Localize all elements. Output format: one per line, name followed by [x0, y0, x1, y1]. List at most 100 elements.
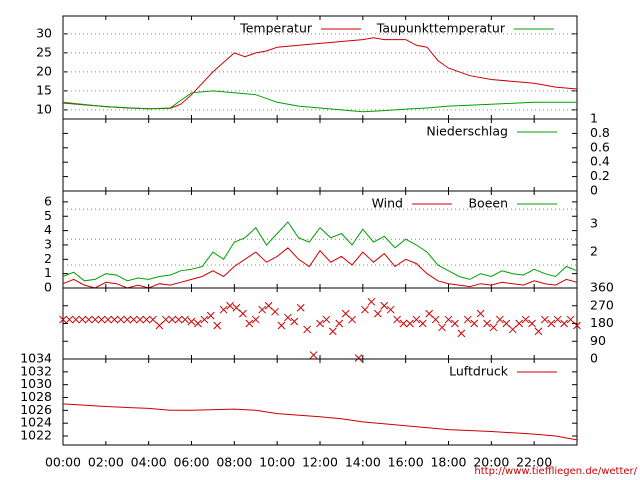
- y-tick-label: 4: [44, 222, 52, 237]
- y-tick-label: 1: [44, 265, 52, 280]
- y2-tick-label: 3: [590, 216, 598, 231]
- x-tick-label: 10:00: [259, 455, 295, 470]
- y-tick-label: 1026: [20, 402, 52, 417]
- direction-point: [566, 315, 575, 324]
- direction-point: [335, 319, 344, 328]
- direction-point: [290, 317, 299, 326]
- direction-point: [528, 319, 536, 328]
- direction-point: [181, 315, 189, 324]
- direction-point: [502, 319, 511, 328]
- y-tick-label: 2: [44, 251, 52, 266]
- y-tick-label: 1034: [20, 351, 52, 366]
- y-tick-label: 20: [36, 63, 52, 78]
- y-tick-label: 6: [44, 193, 52, 208]
- direction-point: [155, 321, 164, 330]
- x-tick-label: 02:00: [88, 455, 124, 470]
- direction-point: [489, 323, 498, 332]
- direction-point: [78, 315, 87, 324]
- y-tick-label: 0.6: [590, 139, 610, 154]
- direction-point: [194, 319, 202, 328]
- direction-point: [541, 315, 549, 324]
- direction-point: [104, 315, 112, 324]
- direction-point: [309, 351, 318, 359]
- legend-label: Taupunkttemperatur: [376, 21, 506, 36]
- direction-point: [393, 315, 401, 324]
- x-tick-label: 18:00: [430, 455, 466, 470]
- direction-point: [123, 315, 132, 324]
- direction-point: [508, 325, 517, 334]
- legend-label: Luftdruck: [449, 364, 509, 379]
- direction-point: [91, 315, 99, 324]
- direction-point: [418, 319, 427, 328]
- direction-point: [149, 315, 157, 324]
- direction-point: [470, 319, 479, 328]
- series-line: [62, 90, 577, 113]
- direction-point: [59, 315, 67, 324]
- direction-point: [547, 319, 556, 328]
- x-tick-label: 16:00: [388, 455, 424, 470]
- direction-point: [476, 309, 485, 318]
- direction-point: [534, 327, 543, 336]
- direction-point: [438, 323, 446, 332]
- x-tick-label: 12:00: [302, 455, 338, 470]
- y-tick-label: 1024: [20, 415, 52, 430]
- series-line: [62, 247, 578, 289]
- legend-label: Boeen: [468, 196, 508, 211]
- direction-point: [328, 327, 337, 336]
- y-tick-label: 0: [590, 183, 598, 198]
- y-tick-label: 360: [590, 280, 614, 295]
- direction-point: [200, 315, 209, 324]
- direction-point: [65, 315, 74, 324]
- direction-point: [316, 319, 324, 328]
- direction-point: [206, 311, 215, 320]
- direction-point: [284, 313, 292, 322]
- direction-point: [412, 315, 421, 324]
- direction-point: [341, 309, 350, 318]
- direction-point: [232, 303, 241, 312]
- direction-point: [373, 309, 382, 318]
- direction-point: [97, 315, 106, 324]
- direction-point: [271, 307, 279, 316]
- y-tick-label: 0: [44, 280, 52, 295]
- y-tick-label: 1022: [20, 428, 52, 443]
- direction-point: [483, 319, 491, 328]
- direction-point: [142, 315, 151, 324]
- direction-point: [361, 305, 369, 314]
- direction-point: [168, 315, 177, 324]
- y-tick-label: 10: [36, 101, 52, 116]
- direction-point: [71, 315, 80, 324]
- x-tick-label: 22:00: [516, 455, 552, 470]
- y-tick-label: 0.8: [590, 125, 610, 140]
- y-tick-label: 30: [36, 25, 52, 40]
- direction-point: [354, 354, 363, 362]
- y-tick-label: 0.4: [590, 154, 610, 169]
- direction-point: [239, 309, 247, 318]
- y-tick-label: 3: [44, 236, 52, 251]
- y-tick-label: 1: [590, 111, 598, 126]
- direction-point: [129, 315, 138, 324]
- y-tick-label: 15: [36, 82, 52, 97]
- x-tick-label: 20:00: [473, 455, 509, 470]
- footer-link[interactable]: http://www.tieffliegen.de/wetter/: [474, 466, 637, 477]
- x-tick-label: 08:00: [216, 455, 252, 470]
- y-tick-label: 25: [36, 44, 52, 59]
- x-tick-label: 14:00: [345, 455, 381, 470]
- series-line: [62, 221, 578, 282]
- direction-point: [245, 319, 254, 328]
- x-tick-label: 00:00: [45, 455, 81, 470]
- direction-point: [251, 315, 260, 324]
- direction-point: [226, 301, 234, 310]
- y-tick-label: 1028: [20, 389, 52, 404]
- direction-point: [406, 319, 414, 328]
- x-tick-label: 04:00: [131, 455, 167, 470]
- direction-point: [322, 315, 331, 324]
- direction-point: [496, 315, 504, 324]
- y-tick-label: 90: [590, 333, 606, 348]
- direction-point: [431, 315, 440, 324]
- direction-point: [174, 315, 183, 324]
- y-tick-label: 5: [44, 208, 52, 223]
- direction-point: [444, 315, 453, 324]
- direction-point: [451, 319, 459, 328]
- direction-point: [187, 317, 196, 326]
